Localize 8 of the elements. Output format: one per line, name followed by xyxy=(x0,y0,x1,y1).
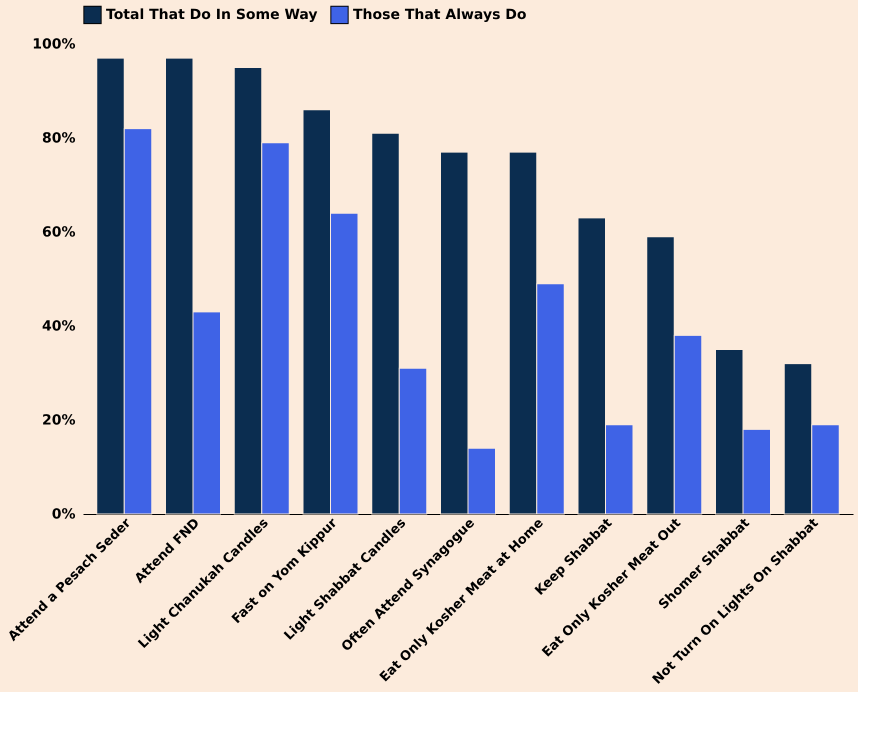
y-tick-label: 80% xyxy=(42,130,76,146)
legend-label: Those That Always Do xyxy=(353,6,527,23)
y-tick-label: 40% xyxy=(42,318,76,334)
legend-label: Total That Do In Some Way xyxy=(106,6,318,23)
y-tick-label: 0% xyxy=(52,506,76,522)
y-tick-label: 60% xyxy=(42,224,76,240)
y-tick-label: 100% xyxy=(32,36,76,52)
y-tick-label: 20% xyxy=(42,412,76,428)
